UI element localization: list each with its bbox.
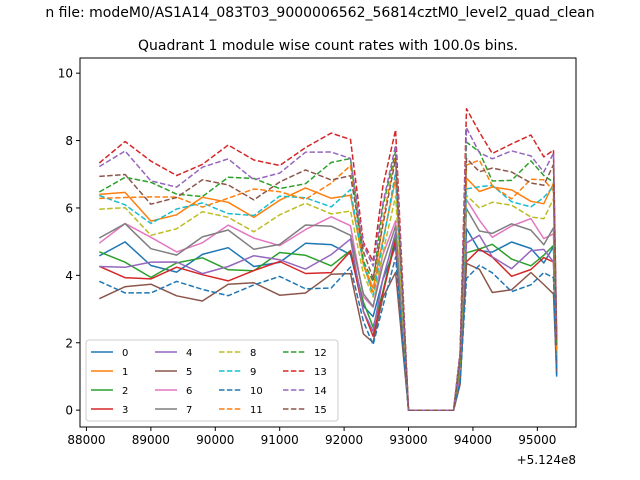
- legend-label-5: 5: [186, 367, 192, 378]
- x-tick-label: 95000: [518, 433, 556, 447]
- legend-box: [85, 339, 339, 422]
- series-line-14: [98, 127, 558, 411]
- axes-frame: [79, 57, 577, 428]
- legend-label-11: 11: [250, 405, 263, 416]
- x-tick-label: 91000: [261, 433, 299, 447]
- plot-area: [98, 107, 558, 411]
- series-line-3: [98, 239, 558, 411]
- legend-label-13: 13: [314, 367, 327, 378]
- y-tick-label: 10: [58, 67, 73, 81]
- legend-label-8: 8: [250, 348, 256, 359]
- series-line-8: [99, 194, 558, 411]
- series-line-4: [99, 231, 558, 411]
- legend-label-0: 0: [122, 348, 128, 359]
- figure-suptitle: n file: modeM0/AS1A14_083T03_9000006562_…: [45, 5, 594, 21]
- legend-label-1: 1: [122, 367, 128, 378]
- x-tick-label: 94000: [454, 433, 492, 447]
- axes: 88000 89000 90000 91000 92000 93000 94000 95000…: [58, 57, 577, 447]
- y-tick-label: 4: [65, 269, 73, 283]
- series-line-13: [98, 107, 558, 411]
- legend-label-6: 6: [186, 386, 192, 397]
- y-tick-label: 6: [65, 201, 73, 215]
- legend-label-10: 10: [250, 386, 263, 397]
- legend-label-15: 15: [314, 405, 327, 416]
- y-tick-label: 2: [65, 336, 73, 350]
- y-tick-label: 8: [65, 134, 73, 148]
- series-group: [98, 107, 558, 411]
- x-tick-label: 90000: [196, 433, 234, 447]
- legend-label-7: 7: [186, 405, 192, 416]
- series-line-11: [99, 154, 558, 411]
- x-tick-label: 93000: [389, 433, 427, 447]
- x-tick-label: 89000: [132, 433, 170, 447]
- x-tick-label: 88000: [67, 433, 105, 447]
- legend-label-2: 2: [122, 386, 128, 397]
- legend-label-9: 9: [250, 367, 256, 378]
- series-line-12: [98, 141, 558, 411]
- legend-label-3: 3: [122, 405, 128, 416]
- series-line-7: [98, 207, 558, 411]
- series-line-10: [98, 256, 558, 411]
- y-tick-label: 0: [65, 404, 73, 418]
- chart-title: Quadrant 1 module wise count rates with …: [138, 38, 518, 54]
- legend-label-12: 12: [314, 348, 327, 359]
- x-tick-label: 92000: [325, 433, 363, 447]
- series-line-9: [99, 171, 558, 411]
- x-offset-label: +5.124e8: [517, 453, 576, 467]
- legend-label-14: 14: [314, 386, 327, 397]
- legend-label-4: 4: [186, 348, 192, 359]
- series-line-15: [99, 157, 558, 411]
